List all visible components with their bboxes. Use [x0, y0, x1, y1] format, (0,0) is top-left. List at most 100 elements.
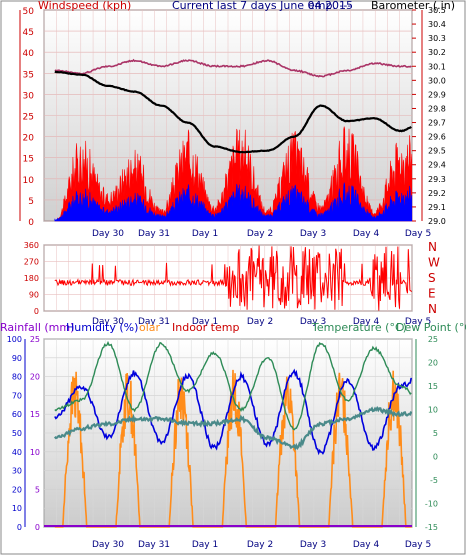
wind-gust-series: [54, 126, 413, 222]
bottom-x-tick-label: Day 31: [138, 540, 170, 550]
wind-direction-series: [54, 245, 412, 311]
bottom-x-tick-label: Day 2: [247, 540, 273, 550]
top-left-tick-label: 0: [28, 218, 34, 228]
temp-tick-label: -15: [425, 523, 438, 532]
mid-direction-label: W: [428, 256, 440, 270]
top-right-tick-label: 29.4: [428, 161, 446, 170]
chart-title: Current last 7 days June 04 2015: [172, 0, 353, 12]
top-left-tick-label: 50: [23, 7, 35, 17]
humidity-tick-label: 40: [12, 448, 22, 457]
wind-average-series: [54, 182, 413, 222]
humidity-tick-label: 60: [12, 410, 22, 419]
bottom-x-tick-label: Day 30: [92, 540, 124, 550]
temp-tick-label: 20: [428, 359, 438, 368]
top-x-tick-label: Day 2: [247, 229, 273, 239]
top-right-tick-label: 30.3: [428, 34, 446, 43]
axes: 0510152025303540455029.029.129.229.329.4…: [7, 6, 446, 550]
humidity-tick-label: 0: [17, 523, 22, 532]
rain-tick-label: 20: [30, 373, 40, 382]
temp-tick-label: 15: [428, 382, 438, 391]
temp-tick-label: -10: [425, 500, 438, 509]
top-right-tick-label: 29.5: [428, 147, 446, 156]
mid-direction-label: S: [428, 271, 436, 285]
mid-direction-label: N: [428, 240, 437, 254]
top-left-tick-label: 35: [23, 70, 34, 80]
rain-tick-label: 10: [30, 448, 40, 457]
rain-tick-label: 5: [35, 485, 40, 494]
top-series: [54, 58, 413, 222]
top-right-tick-label: 30.0: [428, 76, 446, 85]
temp-tick-label: 10: [428, 406, 438, 415]
top-left-tick-label: 40: [23, 49, 35, 59]
mid-left-tick-label: 90: [29, 291, 39, 300]
temperature-series: [54, 340, 412, 431]
legend-rainfall: Rainfall (mm): [0, 321, 74, 334]
humidity-tick-label: 30: [12, 467, 22, 476]
mid-x-tick-label: Day 4: [353, 317, 380, 327]
humidity-tick-label: 10: [12, 504, 22, 513]
top-right-axis-title: Barometer (.in): [371, 0, 455, 12]
mid-direction-label: E: [428, 287, 436, 301]
mid-x-tick-label: Day 5: [405, 317, 431, 327]
top-right-tick-label: 30.5: [428, 6, 446, 15]
top-grid: [43, 9, 413, 222]
rain-tick-label: 0: [35, 523, 40, 532]
top-right-tick-label: 29.2: [428, 189, 446, 198]
top-right-tick-label: 29.3: [428, 175, 446, 184]
mid-direction-label: N: [428, 302, 437, 316]
top-right-tick-label: 29.9: [428, 90, 446, 99]
humidity-tick-label: 80: [12, 373, 22, 382]
bottom-series: [44, 340, 413, 528]
top-left-tick-label: 20: [23, 134, 35, 144]
top-left-tick-label: 15: [23, 155, 34, 165]
top-x-tick-label: Day 31: [138, 229, 170, 239]
top-header-mid: emp. ---: [308, 0, 351, 12]
top-right-tick-label: 30.2: [428, 48, 446, 57]
top-right-tick-label: 29.8: [428, 104, 446, 113]
top-left-tick-label: 45: [23, 28, 34, 38]
legend-temperature: Temperature (°C): [311, 321, 407, 334]
humidity-tick-label: 70: [12, 391, 22, 400]
top-right-tick-label: 29.0: [428, 217, 446, 226]
humidity-tick-label: 20: [12, 485, 22, 494]
humidity-tick-label: 50: [12, 429, 22, 438]
temp-tick-label: 0: [433, 453, 438, 462]
mid-left-tick-label: 360: [24, 241, 39, 250]
top-left-tick-label: 10: [23, 176, 35, 186]
top-right-tick-label: 29.6: [428, 133, 446, 142]
top-right-tick-label: 29.1: [428, 203, 446, 212]
top-right-tick-label: 29.7: [428, 119, 446, 128]
top-right-tick-label: 30.1: [428, 62, 446, 71]
top-left-tick-label: 30: [23, 91, 35, 101]
legend-humidity: Humidity (%): [66, 321, 138, 334]
mid-series: [54, 245, 412, 311]
humidity-tick-label: 100: [7, 335, 22, 344]
mid-left-tick-label: 270: [24, 258, 39, 267]
bottom-x-tick-label: Day 4: [353, 540, 380, 550]
top-left-tick-label: 5: [28, 197, 34, 207]
legend-solar: olar: [139, 321, 161, 334]
bottom-x-tick-label: Day 3: [300, 540, 326, 550]
bottom-x-tick-label: Day 1: [192, 540, 218, 550]
mid-x-tick-label: Day 31: [138, 317, 170, 327]
mid-x-tick-label: Day 3: [300, 317, 326, 327]
top-x-tick-label: Day 30: [92, 229, 124, 239]
top-x-tick-label: Day 3: [300, 229, 326, 239]
top-temp-series: [54, 58, 412, 78]
rain-tick-label: 15: [30, 410, 40, 419]
top-x-tick-label: Day 5: [405, 229, 431, 239]
humidity-tick-label: 90: [12, 354, 22, 363]
temp-tick-label: 5: [433, 429, 438, 438]
top-x-tick-label: Day 4: [353, 229, 380, 239]
temp-tick-label: 25: [428, 335, 438, 344]
barometer-series: [54, 70, 412, 154]
mid-x-tick-label: Day 30: [92, 317, 124, 327]
top-left-axis-title: Windspeed (kph): [38, 0, 131, 12]
legend-indoor: Indoor temp: [172, 321, 239, 334]
mid-grid: [43, 244, 413, 312]
humidity-series: [54, 368, 412, 456]
top-right-tick-label: 30.4: [428, 20, 446, 29]
